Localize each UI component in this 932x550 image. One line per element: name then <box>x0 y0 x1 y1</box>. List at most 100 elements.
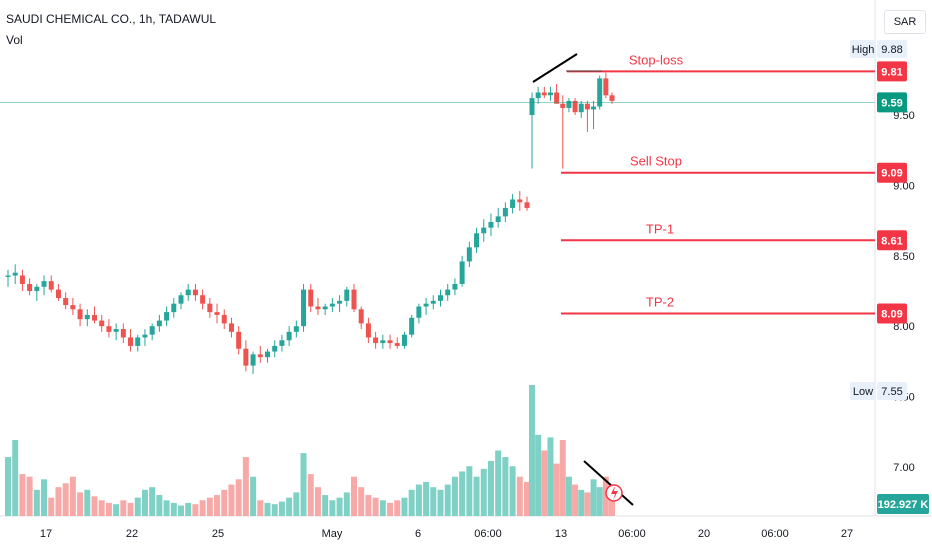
volume-bar <box>379 500 386 516</box>
volume-bar <box>553 463 560 516</box>
candle-body <box>416 306 422 318</box>
volume-bar <box>329 500 336 516</box>
volume-bar <box>516 476 523 516</box>
candle-body <box>547 92 553 96</box>
currency-button[interactable]: SAR <box>884 10 926 34</box>
candle-body <box>474 233 480 248</box>
candle-body <box>272 345 278 352</box>
volume-bar <box>228 484 235 516</box>
volume-bar <box>547 437 554 516</box>
current-price-badge <box>877 92 907 113</box>
level-label: Sell Stop <box>630 154 682 169</box>
volume-bar <box>387 502 394 516</box>
candle-body <box>358 309 364 324</box>
volume-readout-bg <box>877 494 929 514</box>
high-label-bg <box>850 40 876 58</box>
volume-bar <box>351 476 357 516</box>
candle-body <box>301 289 307 327</box>
time-tick-label: 06:00 <box>761 528 789 540</box>
volume-bar <box>322 495 329 516</box>
candle-body <box>315 306 321 310</box>
volume-bar <box>572 484 579 516</box>
volume-bar <box>590 479 597 516</box>
level-label: TP-2 <box>646 295 674 310</box>
candle-body <box>265 351 270 358</box>
low-value-bg <box>877 382 907 400</box>
candle-body <box>591 106 597 110</box>
candle-body <box>70 305 76 310</box>
candle-body <box>77 309 83 320</box>
candle-body <box>34 286 40 291</box>
level-price-value: 9.09 <box>881 168 902 180</box>
level-price-badge <box>877 162 907 183</box>
trade-levels: Stop-loss Sell Stop TP-1 TP-2 <box>0 52 875 315</box>
time-tick-label: 27 <box>841 528 853 540</box>
volume-bar <box>149 487 156 516</box>
price-tick-label: 9.50 <box>893 110 914 122</box>
candle-body <box>597 78 603 107</box>
volume-bar <box>156 495 163 516</box>
trend-line-lower <box>583 460 634 506</box>
candle-body <box>541 92 547 96</box>
candle-body <box>423 303 429 307</box>
volume-bar <box>529 385 535 516</box>
candle-body <box>502 207 508 217</box>
candlesticks <box>5 72 615 375</box>
level-price-value: 8.09 <box>881 309 902 321</box>
candle-body <box>517 199 523 203</box>
level-price-badge <box>877 303 907 324</box>
candle-body <box>120 329 126 338</box>
candle-body <box>609 95 615 101</box>
candle-body <box>495 216 501 223</box>
volume-bar <box>524 481 530 516</box>
volume-bar <box>98 500 105 516</box>
time-tick-label: 6 <box>415 528 421 540</box>
candle-body <box>200 295 206 304</box>
candle-body <box>344 289 350 301</box>
price-tick-label: 9.00 <box>893 180 914 192</box>
candle-body <box>554 92 560 104</box>
candle-body <box>373 337 379 344</box>
volume-bar <box>541 450 548 516</box>
low-value: 7.55 <box>881 386 902 398</box>
volume-bar <box>415 484 422 516</box>
volume-bar <box>423 481 430 516</box>
candle-body <box>535 92 541 99</box>
volume-bars <box>5 385 615 516</box>
volume-bar <box>214 495 221 516</box>
volume-bar <box>437 489 444 516</box>
candle-body <box>409 317 415 335</box>
candle-body <box>279 340 285 346</box>
volume-bar <box>48 497 55 516</box>
candle-body <box>5 275 11 277</box>
candle-body <box>99 320 105 327</box>
volume-bar <box>358 487 365 516</box>
candle-body <box>149 326 155 335</box>
volume-bar <box>12 440 19 516</box>
candle-body <box>322 306 328 310</box>
volume-bar <box>113 504 120 516</box>
volume-bar <box>278 501 285 516</box>
price-axis: 9.509.008.508.007.507.009.819.098.618.09… <box>40 40 929 540</box>
candle-body <box>430 300 436 304</box>
volume-bar <box>480 468 487 516</box>
volume-bar <box>401 497 408 516</box>
level-label: TP-1 <box>646 221 674 236</box>
volume-bar <box>408 489 415 516</box>
trend-line-upper <box>532 53 578 83</box>
candle-body <box>459 261 465 284</box>
candle-body <box>27 283 33 291</box>
volume-bar <box>33 489 40 516</box>
volume-bar <box>62 483 69 516</box>
volume-bar <box>250 476 257 516</box>
volume-bar <box>578 489 585 516</box>
time-tick-label: 06:00 <box>474 528 502 540</box>
volume-bar <box>286 497 293 516</box>
volume-bar <box>69 476 76 516</box>
level-label: Stop-loss <box>629 52 684 67</box>
time-tick-label: 22 <box>126 528 138 540</box>
candle-body <box>286 331 292 341</box>
candle-body <box>394 343 400 346</box>
candle-body <box>365 323 371 338</box>
